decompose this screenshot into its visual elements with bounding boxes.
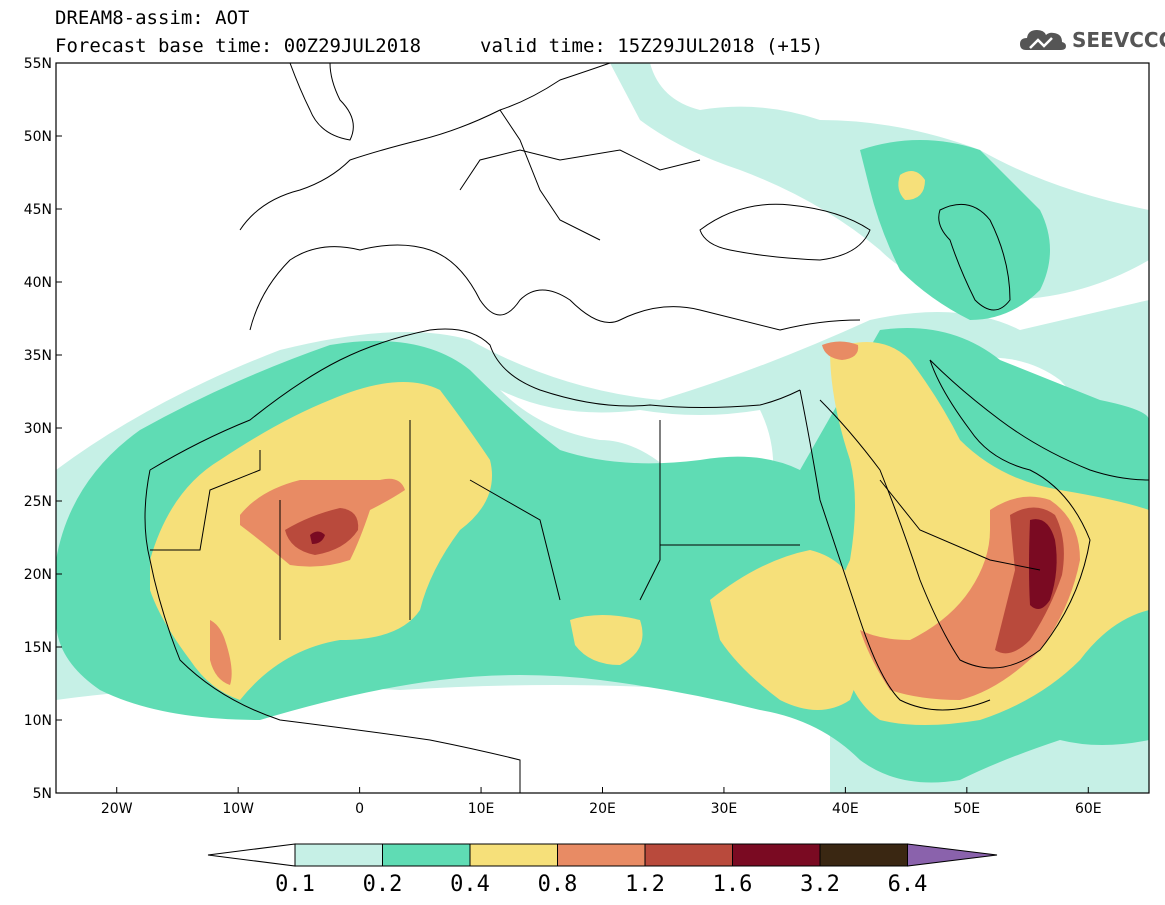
lon-axis: 20W 10W 0 10E 20E 30E 40E 50E 60E [101,787,1102,817]
colorbar-segment [557,843,646,867]
coastline-caspian [938,203,1011,311]
aot-contour-0.4-east-africa [710,550,864,710]
lat-label: 5N [33,786,52,802]
lat-label: 30N [24,421,52,437]
lon-label: 20W [101,801,133,817]
aot-contour-1.2 [285,508,359,555]
seevccc-logo: SEEVCCC [1018,24,1165,56]
colorbar-segment [644,843,733,867]
colorbar-label: 0.2 [362,872,403,897]
lat-label: 40N [24,275,52,291]
lon-label: 40E [832,801,859,817]
lon-label: 60E [1075,801,1102,817]
lat-label: 15N [24,640,52,656]
aot-contour-1.6 [1029,519,1057,609]
lat-label: 50N [24,129,52,145]
lon-label: 20E [589,801,616,817]
border-west-africa [150,450,261,551]
coastline-red-sea [799,389,991,711]
lon-label: 30E [711,801,738,817]
lon-label: 50E [953,801,980,817]
colorbar-label: 3.2 [800,872,840,897]
aot-contour-0.8-west-africa [210,620,232,685]
coastline-uk [289,63,354,141]
aot-contour-0.4-sahel [570,615,643,665]
coastline-europe-north [239,63,611,231]
lat-label: 55N [24,56,52,72]
lat-label: 45N [24,202,52,218]
borders [144,63,1149,793]
coastline-black-sea [699,203,871,261]
coastline-persian-gulf [929,359,1149,481]
aot-contour-0.4-black-sea [898,171,925,200]
colorbar-label: 1.6 [712,872,753,897]
lat-label: 25N [24,494,52,510]
coastline-africa-west [144,469,521,793]
cloud-icon [1020,30,1066,50]
colorbar-label: 0.4 [450,872,490,897]
coastline-arabia [819,359,1091,669]
colorbar-segment [382,843,471,867]
logo-text: SEEVCCC [1072,28,1165,52]
colorbar [207,843,998,867]
coastline-africa-north [149,328,801,471]
aot-contour-1.6-sahara [310,531,325,544]
colorbar-label: 0.1 [275,872,315,897]
lat-axis: 55N 50N 45N 40N 35N 30N 25N 20N 15N 10N 5N [24,56,62,802]
colorbar-label: 1.2 [625,872,665,897]
lon-label: 10E [468,801,495,817]
lat-label: 10N [24,713,52,729]
aot-contours [56,63,1149,793]
colorbar-segment [819,843,908,867]
lat-label: 35N [24,348,52,364]
aot-contour-0.4-arabia [830,342,1149,725]
colorbar-segment [732,843,821,867]
border-sahara-3 [469,479,561,601]
forecast-base-time: Forecast base time: 00Z29JUL2018 [55,35,422,57]
valid-time: valid time: 15Z29JUL2018 (+15) [480,35,824,57]
border-sahara-4 [639,420,661,601]
colorbar-right-arrow [907,843,998,867]
coastline-europe-south [249,244,861,331]
border-arabia [879,479,1041,571]
colorbar-left-arrow [207,843,296,867]
colorbar-segment [469,843,558,867]
lon-label: 0 [355,801,364,817]
colorbar-segment [294,843,383,867]
border-europe-1 [459,149,701,191]
aot-contour-0.8-levant [822,341,859,360]
map-title: DREAM8-assim: AOT [55,7,250,29]
colorbar-label: 0.8 [537,872,578,897]
colorbar-label: 6.4 [887,872,928,897]
border-europe-2 [499,109,601,241]
lat-label: 20N [24,567,52,583]
lon-label: 10W [222,801,254,817]
